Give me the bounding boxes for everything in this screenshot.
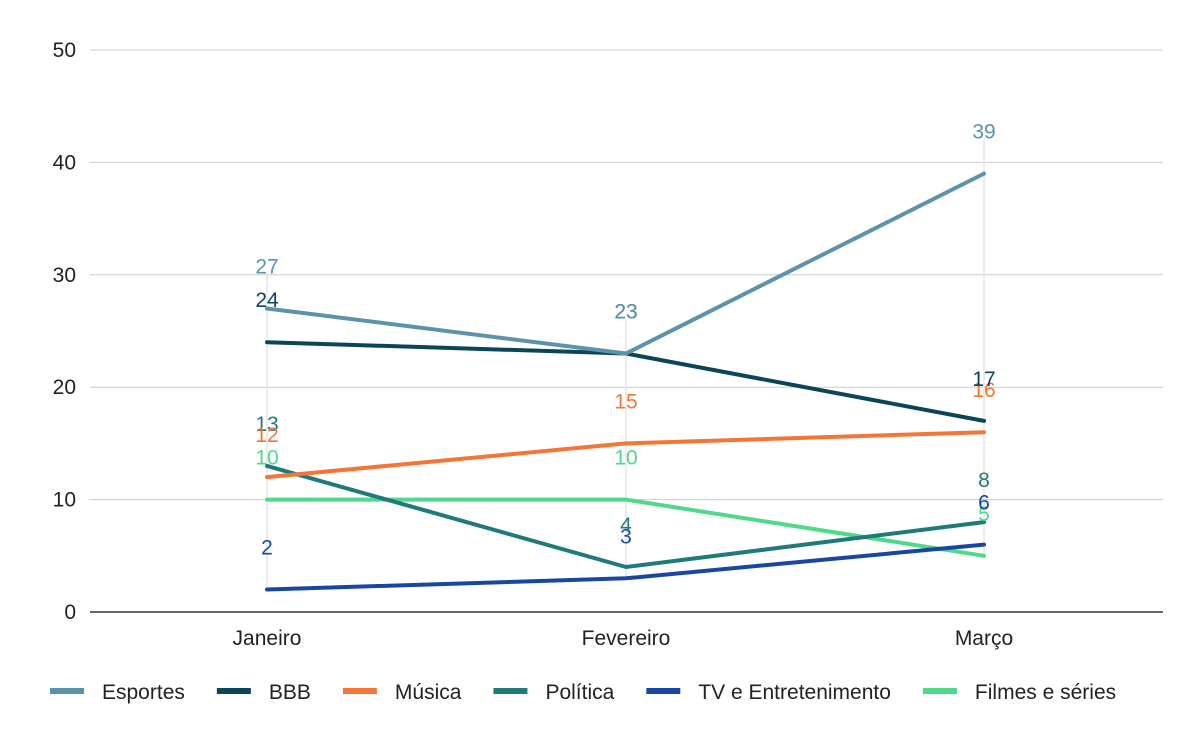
data-label-musica: 12 [255, 424, 278, 447]
legend-swatch-esportes [50, 688, 84, 694]
legend-swatch-politica [493, 688, 528, 694]
data-label-politica: 8 [978, 469, 990, 492]
series-line-esportes [265, 171, 986, 356]
series-line-tv-e-entretenimento [265, 542, 986, 592]
data-label-bbb: 17 [972, 368, 995, 391]
legend-label-bbb: BBB [269, 681, 311, 704]
data-label-filmes-e-series: 10 [255, 447, 278, 470]
y-tick-label: 30 [53, 264, 76, 287]
legend-label-filmes-e-series: Filmes e séries [975, 681, 1116, 704]
series-lines [265, 171, 986, 592]
data-label-filmes-e-series: 10 [614, 447, 637, 470]
legend-swatch-tv-e-entretenimento [646, 688, 681, 694]
y-tick-label: 50 [53, 39, 76, 62]
y-tick-label: 0 [64, 601, 76, 624]
data-label-bbb: 24 [255, 289, 279, 312]
legend-swatch-bbb [216, 688, 251, 694]
series-line-politica [265, 463, 986, 569]
data-label-esportes: 27 [255, 256, 278, 279]
label-leader-lines [266, 139, 985, 590]
data-label-esportes: 39 [972, 121, 995, 144]
data-label-politica: 4 [620, 514, 632, 537]
data-label-bbb: 23 [614, 300, 637, 323]
data-label-esportes: 23 [614, 300, 637, 323]
y-tick-label: 40 [53, 151, 76, 174]
data-label-musica: 15 [614, 390, 637, 413]
legend: Esportes BBB Música Política TV e Entretenim… [50, 681, 1116, 704]
y-tick-label: 20 [53, 376, 76, 399]
data-label-tv-e-entretenimento: 3 [620, 525, 632, 548]
x-tick-label: Janeiro [233, 627, 302, 650]
legend-label-tv-e-entretenimento: TV e Entretenimento [698, 681, 891, 704]
series-line-musica [265, 430, 986, 480]
legend-swatch-filmes-e-series [922, 688, 957, 694]
y-axis-ticks: 0 10 20 30 40 50 [53, 39, 76, 624]
data-label-musica: 16 [972, 379, 995, 402]
legend-label-musica: Música [395, 681, 462, 704]
legend-swatch-musica [342, 688, 377, 694]
data-label-tv-e-entretenimento: 2 [261, 537, 273, 560]
x-tick-label: Março [955, 627, 1013, 650]
data-label-filmes-e-series: 5 [978, 503, 990, 526]
x-axis-ticks: Janeiro Fevereiro Março [233, 627, 1014, 650]
data-label-tv-e-entretenimento: 6 [978, 492, 990, 515]
legend-label-politica: Política [545, 681, 614, 704]
legend-label-esportes: Esportes [102, 681, 185, 704]
x-tick-label: Fevereiro [582, 627, 671, 650]
y-tick-label: 10 [53, 489, 76, 512]
data-label-politica: 13 [255, 413, 278, 436]
